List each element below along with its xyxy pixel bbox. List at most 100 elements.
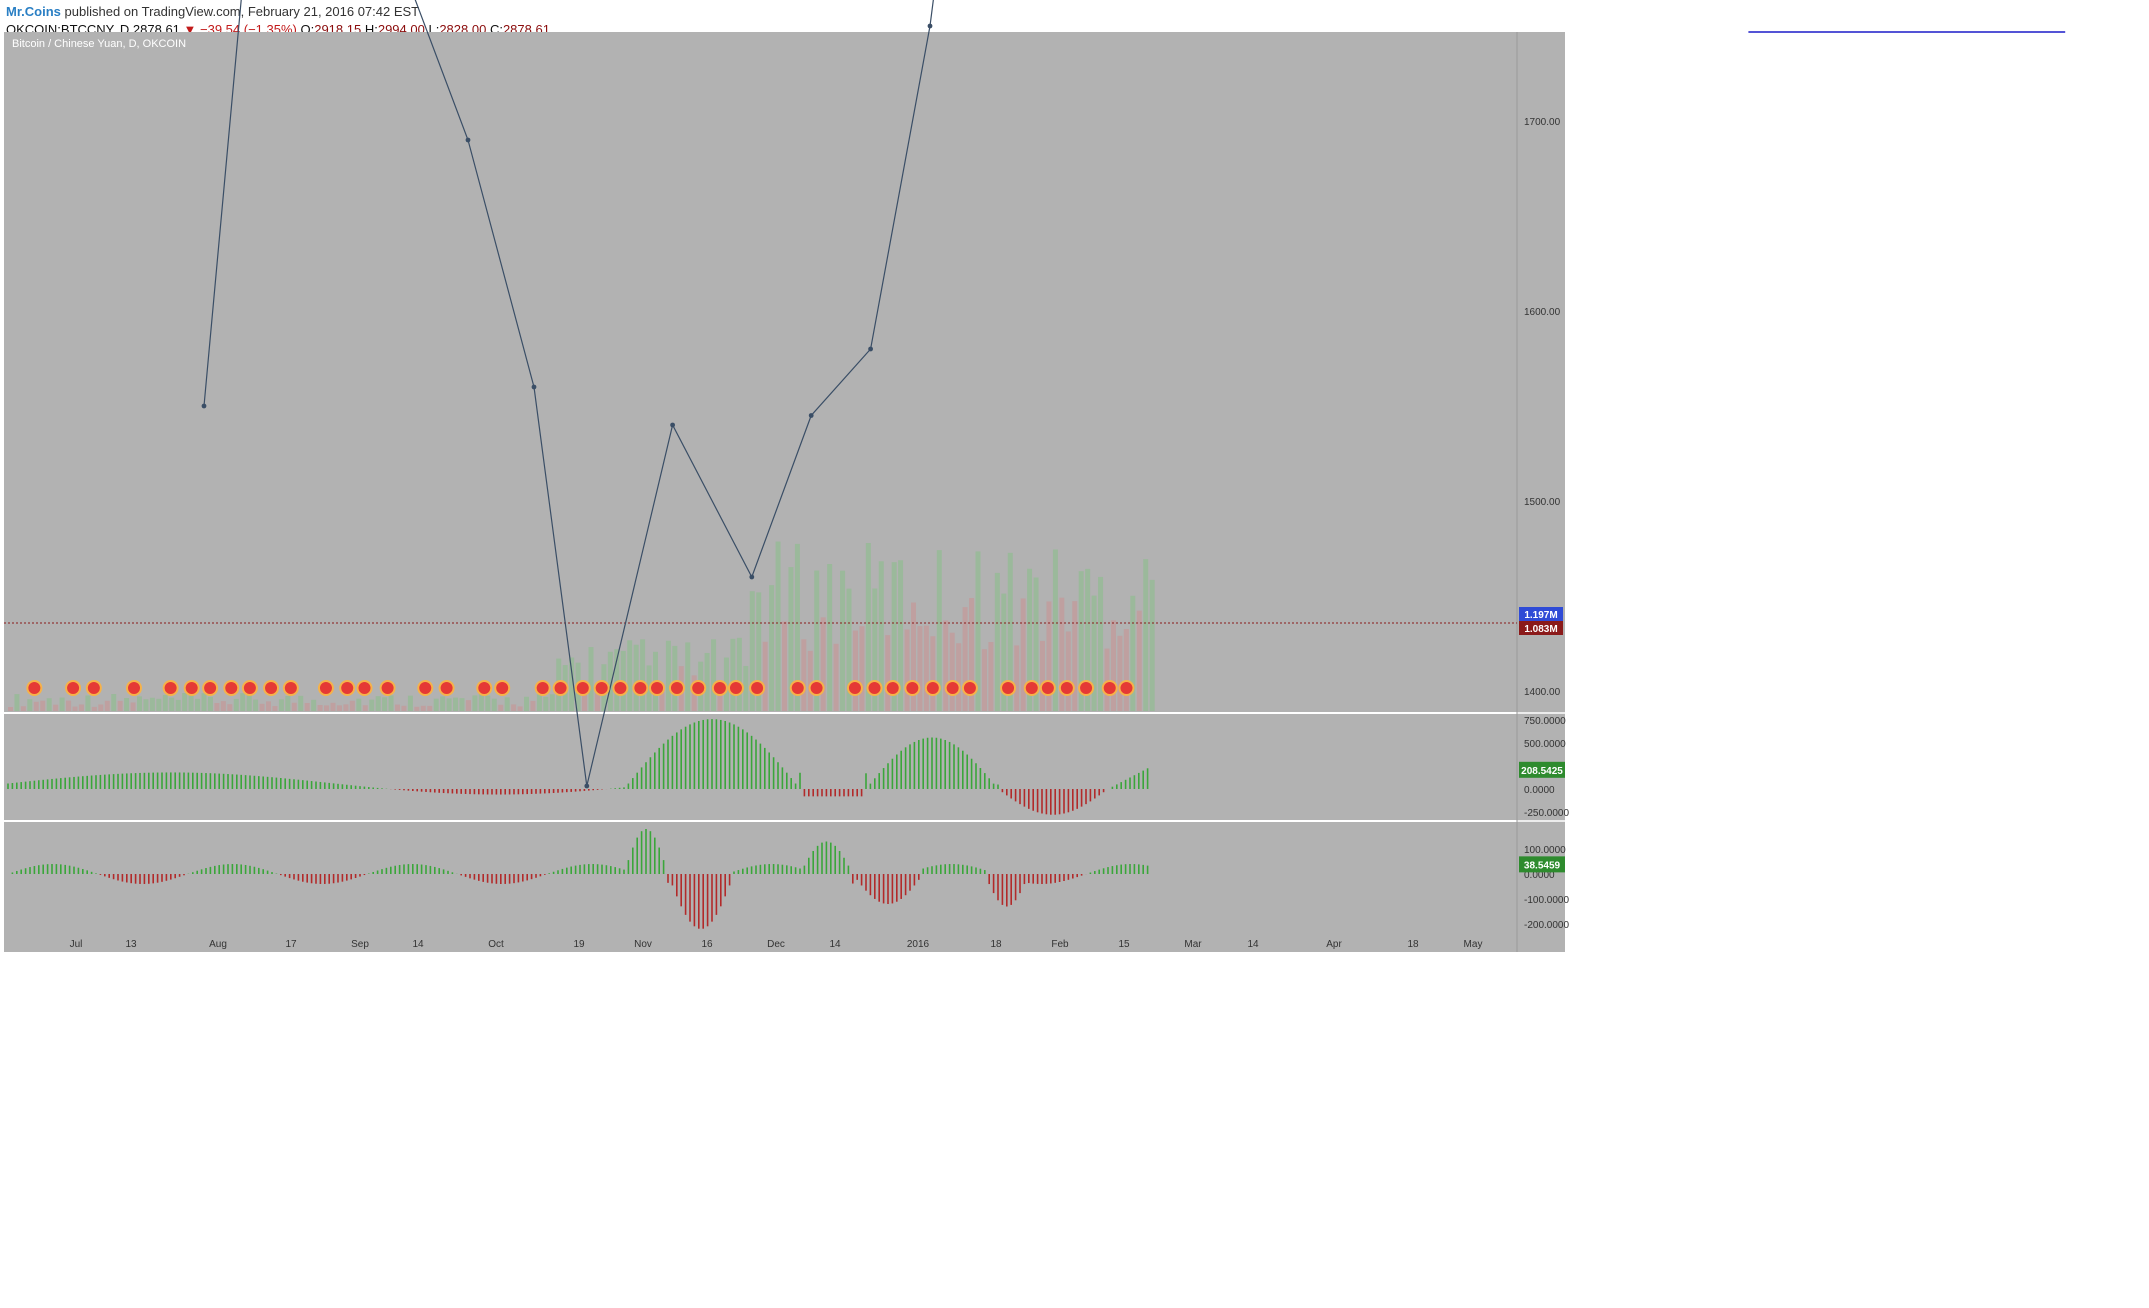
time-axis[interactable] — [4, 936, 1565, 952]
event-marker[interactable] — [789, 680, 806, 696]
time-tick-label: Sep — [351, 939, 369, 950]
volume-bar — [530, 700, 536, 711]
volume-bar — [472, 695, 478, 711]
event-marker[interactable] — [476, 680, 493, 696]
volume-bar — [749, 591, 755, 711]
event-marker[interactable] — [846, 680, 863, 696]
event-marker[interactable] — [282, 680, 299, 696]
event-marker[interactable] — [1000, 680, 1017, 696]
event-marker[interactable] — [126, 680, 143, 696]
volume-bar — [382, 697, 388, 711]
volume-bar — [304, 703, 310, 711]
volume-bar — [453, 697, 459, 711]
volume-bar — [1136, 610, 1142, 711]
event-marker[interactable] — [961, 680, 978, 696]
volume-bar — [14, 694, 20, 711]
event-marker[interactable] — [749, 680, 766, 696]
volume-bar — [285, 696, 291, 711]
volume-bar — [433, 698, 439, 711]
volume-bar — [788, 567, 794, 711]
volume-bar — [207, 696, 213, 711]
volume-bar — [1040, 640, 1045, 711]
price-pane[interactable] — [4, 32, 1517, 712]
volume-bar — [104, 700, 110, 711]
volume-bar — [1110, 620, 1116, 711]
time-tick-label: 13 — [125, 939, 137, 950]
event-marker[interactable] — [612, 680, 629, 696]
volume-bar — [46, 698, 52, 711]
volume-bar — [1098, 576, 1104, 711]
event-marker[interactable] — [668, 680, 685, 696]
event-marker[interactable] — [1023, 680, 1040, 696]
volume-bar — [195, 698, 201, 711]
volume-bar — [343, 704, 349, 711]
volume-bar — [72, 706, 78, 711]
osc2-tick-label: -100.0000 — [1524, 895, 1569, 906]
event-marker[interactable] — [223, 680, 240, 696]
event-marker[interactable] — [162, 680, 179, 696]
event-marker[interactable] — [944, 680, 961, 696]
price-axis[interactable] — [1517, 32, 1565, 952]
event-marker[interactable] — [552, 680, 569, 696]
volume-bar — [1027, 568, 1033, 711]
event-marker[interactable] — [356, 680, 373, 696]
volume-bar — [1072, 601, 1078, 711]
event-marker[interactable] — [1039, 680, 1056, 696]
time-tick-label: May — [1464, 939, 1483, 950]
event-marker[interactable] — [574, 680, 591, 696]
volume-bar — [672, 645, 678, 711]
event-marker[interactable] — [924, 680, 941, 696]
event-marker[interactable] — [884, 680, 901, 696]
time-tick-label: 14 — [412, 939, 424, 950]
event-marker[interactable] — [263, 680, 280, 696]
event-marker[interactable] — [379, 680, 396, 696]
volume-ma-label: 1.083M — [1524, 624, 1557, 635]
volume-bar — [253, 699, 259, 711]
volume-bar — [401, 705, 407, 711]
event-marker[interactable] — [438, 680, 455, 696]
event-marker[interactable] — [65, 680, 82, 696]
volume-bar — [511, 704, 517, 711]
event-marker[interactable] — [494, 680, 511, 696]
volume-bar — [311, 699, 317, 711]
event-marker[interactable] — [1118, 680, 1135, 696]
volume-bar — [852, 630, 858, 711]
event-marker[interactable] — [866, 680, 883, 696]
event-marker[interactable] — [202, 680, 219, 696]
event-marker[interactable] — [241, 680, 258, 696]
event-marker[interactable] — [727, 680, 744, 696]
author-link[interactable]: Mr.Coins — [6, 4, 61, 19]
event-marker[interactable] — [26, 680, 43, 696]
oscillator-pane-2[interactable] — [4, 822, 1517, 936]
event-marker[interactable] — [904, 680, 921, 696]
event-marker[interactable] — [317, 680, 334, 696]
time-tick-label: Jul — [70, 939, 83, 950]
time-tick-label: Aug — [209, 939, 227, 950]
event-marker[interactable] — [808, 680, 825, 696]
volume-bar — [485, 695, 491, 711]
volume-bar — [743, 665, 749, 711]
event-marker[interactable] — [183, 680, 200, 696]
volume-bar — [317, 705, 323, 711]
event-marker[interactable] — [339, 680, 356, 696]
event-marker[interactable] — [1101, 680, 1118, 696]
event-marker[interactable] — [1078, 680, 1095, 696]
volume-bar — [272, 706, 278, 711]
event-marker[interactable] — [690, 680, 707, 696]
event-marker[interactable] — [1058, 680, 1075, 696]
volume-bar — [330, 702, 336, 711]
event-marker[interactable] — [593, 680, 610, 696]
event-marker[interactable] — [534, 680, 551, 696]
event-marker[interactable] — [85, 680, 102, 696]
event-marker[interactable] — [649, 680, 666, 696]
price-tick-label: 1700.00 — [1524, 117, 1561, 128]
event-marker[interactable] — [417, 680, 434, 696]
time-tick-label: 16 — [701, 939, 713, 950]
volume-bar — [130, 702, 136, 711]
volume-bar — [149, 697, 155, 711]
event-marker[interactable] — [711, 680, 728, 696]
event-marker[interactable] — [632, 680, 649, 696]
volume-bar — [214, 703, 220, 711]
osc2-tick-label: 0.0000 — [1524, 870, 1555, 881]
